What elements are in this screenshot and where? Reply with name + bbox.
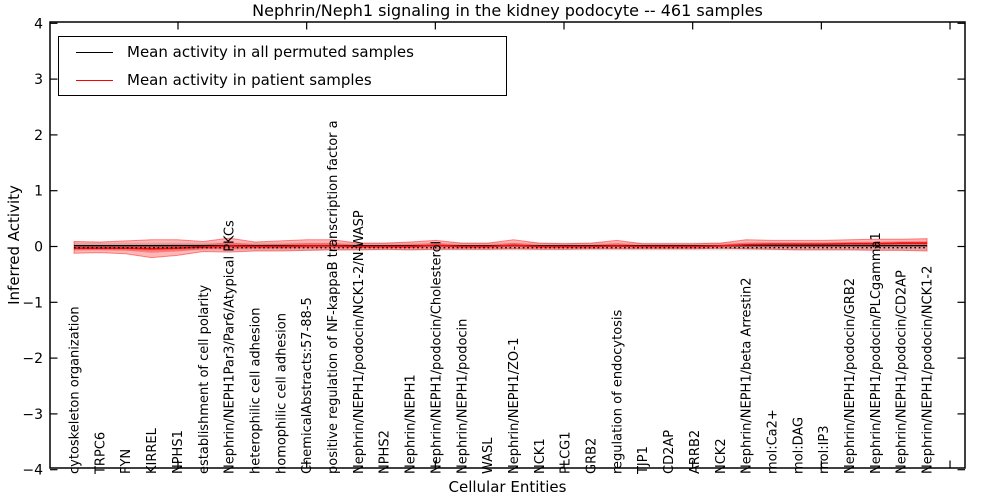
x-axis-label: Nephrin/NEPH1/podocin/PLCgamma1: [869, 232, 884, 474]
x-axis-label: homophilic cell adhesion: [274, 313, 289, 474]
x-axis-label: KIRREL: [145, 427, 160, 474]
x-axis-label: heterophilic cell adhesion: [248, 308, 263, 475]
x-axis-label: WASL: [481, 437, 496, 474]
patient-mean-line: [74, 242, 928, 250]
y-tick-label: 0: [34, 240, 43, 256]
y-tick-label: −2: [22, 351, 43, 367]
legend-patient-line-swatch: [76, 79, 113, 81]
x-axis-label: mol:IP3: [817, 425, 832, 474]
x-axis-label: Nephrin/NEPH1Par3/Par6/Atypical PKCs: [223, 220, 238, 474]
y-tick-label: −1: [22, 295, 43, 311]
patient-band-outer: [73, 237, 928, 259]
x-axis-label: Nephrin/NEPH1/podocin/CD2AP: [895, 270, 910, 474]
legend-row-patient: Mean activity in patient samples: [59, 68, 506, 92]
y-tick-label: 4: [34, 16, 43, 32]
x-axis-label: Nephrin/NEPH1/podocin: [455, 319, 470, 474]
x-axis-label: mol:Ca2+: [765, 409, 780, 474]
legend-permuted-label: Mean activity in all permuted samples: [127, 43, 414, 61]
x-axis-label: Nephrin/NEPH1/podocin/NCK1-2: [921, 266, 936, 474]
x-axis-label: ChemicalAbstracts:57-88-5: [300, 297, 315, 474]
legend-patient-label: Mean activity in patient samples: [127, 71, 372, 89]
y-tick-label: 2: [34, 128, 43, 144]
y-tick-label: 1: [34, 184, 43, 200]
y-tick-label: −4: [22, 463, 43, 479]
x-axis-label: Nephrin/NEPH1/podocin/NCK1-2/N-WASP: [352, 210, 367, 474]
axis-ticks: [50, 22, 965, 471]
x-axis-label: mol:DAG: [791, 417, 806, 474]
x-axis-label: NCK1: [533, 438, 548, 474]
x-axis-label: GRB2: [585, 438, 600, 474]
plot-border: [49, 21, 966, 469]
y-tick-label: −3: [22, 407, 43, 423]
x-axis-label: TJP1: [636, 446, 651, 475]
x-axis-label: FYN: [119, 449, 134, 474]
x-axis-label: NPHS1: [171, 430, 186, 474]
x-axis-label: Nephrin/NEPH1/beta Arrestin2: [740, 278, 755, 475]
x-axis-label: NCK2: [714, 438, 729, 474]
x-axis-label: cytoskeleton organization: [68, 306, 83, 474]
x-axis-label: Nephrin/NEPH1/ZO-1: [507, 338, 522, 474]
legend-permuted-line-swatch: [76, 51, 113, 53]
x-axis-label: Nephrin/NEPH1: [404, 374, 419, 474]
chart-title: Nephrin/Neph1 signaling in the kidney po…: [252, 1, 763, 20]
x-axis-label: Nephrin/NEPH1/podocin/Cholesterol: [429, 241, 444, 474]
x-axis-title: Cellular Entities: [448, 478, 567, 496]
x-axis-label: PLCG1: [559, 431, 574, 474]
x-axis-labels: cytoskeleton organization TRPC6 FYN KIRREL N…: [68, 120, 936, 475]
legend: Mean activity in all permuted samples Me…: [58, 36, 507, 96]
x-axis-label: positive regulation of NF-kappaB transcr…: [326, 120, 341, 474]
y-tick-label: 3: [34, 72, 43, 88]
x-axis-label: NPHS2: [378, 430, 393, 474]
x-axis-label: establishment of cell polarity: [197, 285, 212, 474]
x-axis-label: regulation of endocytosis: [610, 309, 625, 474]
y-axis-title: Inferred Activity: [5, 185, 23, 305]
x-axis-label: TRPC6: [93, 432, 108, 475]
y-axis-tick-labels: 4 3 2 1 0 −1 −2 −3 −4: [22, 16, 43, 478]
x-axis-label: Nephrin/NEPH1/podocin/GRB2: [843, 278, 858, 474]
x-axis-label: ARRB2: [688, 430, 703, 474]
legend-row-permuted: Mean activity in all permuted samples: [59, 40, 506, 64]
x-axis-label: CD2AP: [662, 430, 677, 474]
plot-lines: [74, 242, 928, 250]
patient-band-inner: [74, 241, 928, 253]
